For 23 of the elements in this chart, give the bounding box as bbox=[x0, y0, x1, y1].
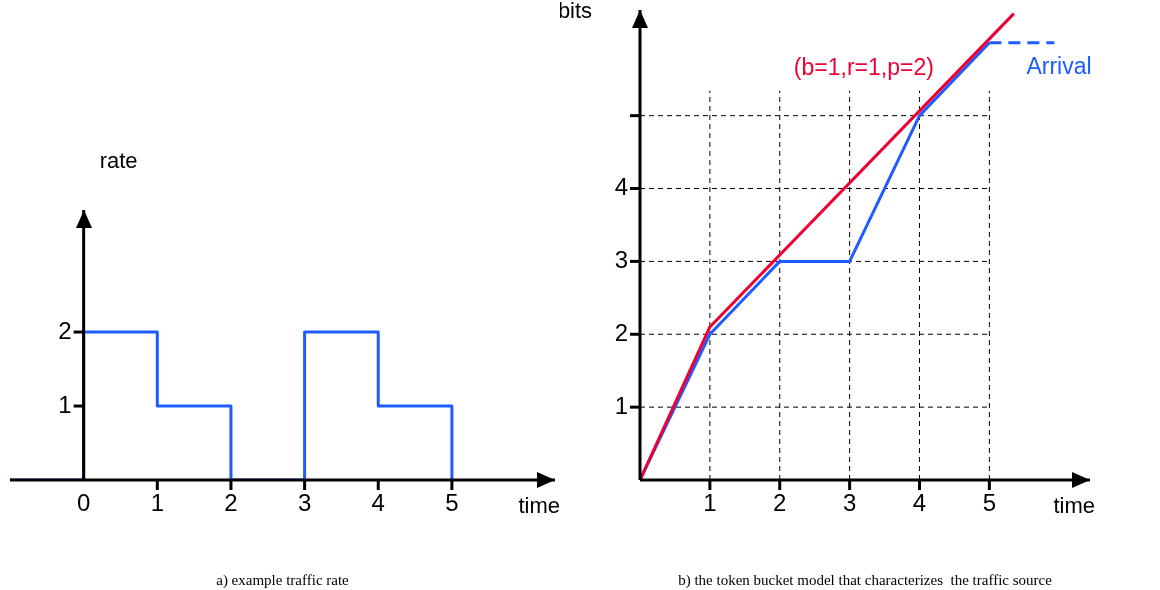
x-tick-label: 3 bbox=[297, 488, 312, 516]
y-tick-label: 4 bbox=[614, 173, 628, 201]
x-tick-label: 3 bbox=[842, 488, 857, 516]
y-tick-label: 3 bbox=[614, 246, 628, 274]
y-axis-title: rate bbox=[99, 148, 138, 174]
x-tick-label: 0 bbox=[76, 488, 91, 516]
y-axis-title: bits bbox=[557, 0, 593, 24]
x-tick-label: 4 bbox=[912, 488, 927, 516]
x-axis-title: time bbox=[518, 493, 560, 519]
series-label: Arrival bbox=[1026, 53, 1092, 80]
x-tick-label: 4 bbox=[371, 488, 385, 516]
y-tick-label: 1 bbox=[614, 391, 628, 419]
x-axis-title: time bbox=[1053, 493, 1095, 519]
x-tick-label: 5 bbox=[445, 488, 459, 516]
x-tick-label: 1 bbox=[703, 488, 717, 516]
x-tick-label: 2 bbox=[773, 488, 787, 516]
x-tick-label: 1 bbox=[150, 488, 164, 516]
text: a) example traffic rate bbox=[216, 572, 350, 589]
y-tick-label: 2 bbox=[614, 318, 628, 346]
x-tick-label: 2 bbox=[224, 488, 238, 516]
x-tick-label: 5 bbox=[982, 488, 997, 516]
text: b) the token bucket model that characterizes the traffic source bbox=[678, 572, 1053, 589]
series-label: (b=1,r=1,p=2) bbox=[793, 53, 934, 80]
